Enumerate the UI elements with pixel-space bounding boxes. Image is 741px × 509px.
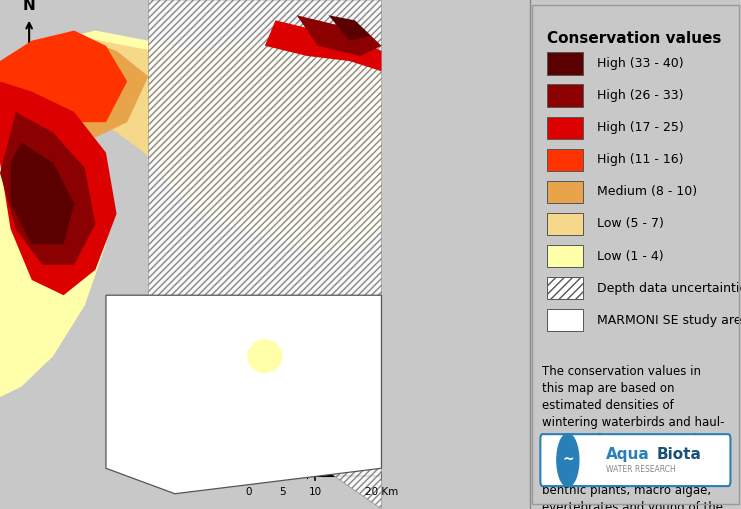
Circle shape <box>248 340 282 373</box>
Polygon shape <box>0 81 116 295</box>
Bar <box>547 245 582 267</box>
Text: 0: 0 <box>246 487 252 497</box>
Polygon shape <box>0 0 530 509</box>
Polygon shape <box>0 102 106 397</box>
Text: Low (1 - 4): Low (1 - 4) <box>597 249 664 263</box>
Polygon shape <box>0 31 127 122</box>
Text: The conservation values in
this map are based on
estimated densities of
winterin: The conservation values in this map are … <box>542 365 725 509</box>
Bar <box>547 52 582 75</box>
Text: Low (5 - 7): Low (5 - 7) <box>597 217 664 231</box>
Text: 10: 10 <box>309 487 322 497</box>
Circle shape <box>556 434 579 487</box>
Polygon shape <box>328 15 370 41</box>
Text: N: N <box>23 0 36 13</box>
Text: High (11 - 16): High (11 - 16) <box>597 153 684 166</box>
Bar <box>547 309 582 331</box>
Text: MARMONI SE study area: MARMONI SE study area <box>597 314 741 327</box>
Polygon shape <box>10 143 74 244</box>
Text: High (26 - 33): High (26 - 33) <box>597 89 684 102</box>
Text: Conservation values: Conservation values <box>547 31 721 45</box>
Text: WATER RESEARCH: WATER RESEARCH <box>606 465 676 474</box>
Polygon shape <box>0 36 148 137</box>
Text: 5: 5 <box>279 487 285 497</box>
Polygon shape <box>0 112 96 265</box>
Polygon shape <box>0 36 370 229</box>
Text: High (33 - 40): High (33 - 40) <box>597 57 684 70</box>
Text: 20 Km: 20 Km <box>365 487 398 497</box>
Bar <box>547 149 582 171</box>
Bar <box>547 117 582 139</box>
Polygon shape <box>265 20 382 71</box>
Polygon shape <box>148 0 382 509</box>
Bar <box>547 277 582 299</box>
FancyBboxPatch shape <box>540 434 731 486</box>
Text: ~: ~ <box>562 453 574 467</box>
Polygon shape <box>296 15 382 56</box>
Text: Aqua: Aqua <box>606 447 650 462</box>
Text: High (17 - 25): High (17 - 25) <box>597 121 684 134</box>
Polygon shape <box>106 295 382 494</box>
Text: Medium (8 - 10): Medium (8 - 10) <box>597 185 697 199</box>
Polygon shape <box>0 31 382 254</box>
Text: Depth data uncertainties: Depth data uncertainties <box>597 281 741 295</box>
Text: Biota: Biota <box>657 447 702 462</box>
Bar <box>547 181 582 203</box>
Bar <box>547 84 582 107</box>
Bar <box>547 213 582 235</box>
